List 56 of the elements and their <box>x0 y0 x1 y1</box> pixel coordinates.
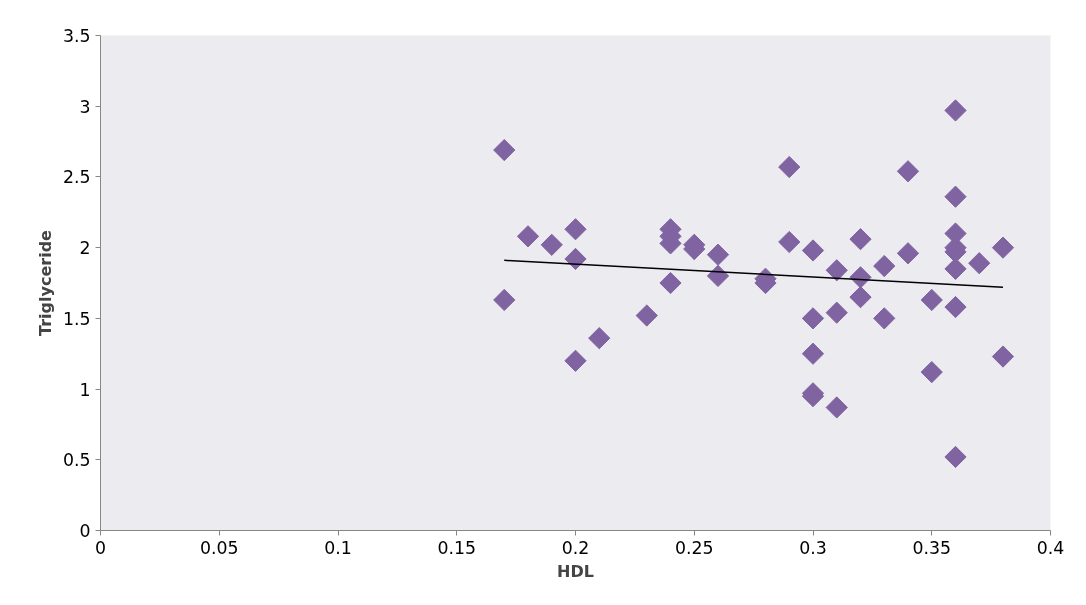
point <box>588 327 611 350</box>
x-tick-label: 0.2 <box>561 537 590 558</box>
point <box>944 185 967 208</box>
point <box>778 230 801 254</box>
point <box>920 288 943 312</box>
point <box>516 225 540 248</box>
x-axis-title: HDL <box>557 561 594 581</box>
point <box>944 295 967 319</box>
x-tick-label: 0.35 <box>912 537 952 558</box>
point <box>564 218 587 241</box>
point <box>849 286 872 309</box>
y-axis-title: Triglyceride <box>35 229 55 336</box>
y-tick-label: 2 <box>79 238 91 259</box>
y-tick-label: 1 <box>79 379 91 400</box>
point <box>944 99 967 122</box>
point <box>825 259 848 282</box>
x-tick-label: 0.3 <box>799 537 827 558</box>
point <box>991 345 1015 368</box>
point <box>920 360 943 384</box>
point <box>564 247 587 271</box>
point <box>493 288 516 312</box>
y-tick-label: 0 <box>79 521 91 541</box>
point <box>944 257 967 280</box>
point <box>801 239 825 262</box>
point <box>849 266 872 289</box>
x-tick-label: 0.4 <box>1036 537 1065 558</box>
x-tick-label: 0.1 <box>324 537 352 558</box>
x-tick-label: 0.25 <box>674 537 714 558</box>
x-tick-label: 0.05 <box>199 537 239 558</box>
point <box>849 228 872 251</box>
x-tick-label: 0.15 <box>437 537 477 558</box>
point <box>540 233 563 256</box>
point <box>706 243 730 266</box>
point <box>706 264 730 288</box>
x-tick-label: 0 <box>94 537 107 558</box>
y-tick-label: 0.5 <box>62 450 91 471</box>
point <box>873 307 896 330</box>
point <box>778 155 801 179</box>
point <box>944 445 967 469</box>
point <box>896 160 920 183</box>
point <box>635 304 658 327</box>
point <box>564 349 587 372</box>
point <box>493 138 516 162</box>
point <box>825 396 848 419</box>
point <box>659 271 682 295</box>
point <box>991 236 1015 259</box>
point <box>801 342 825 365</box>
y-tick-label: 2.5 <box>62 167 91 188</box>
point <box>896 242 920 265</box>
y-tick-label: 1.5 <box>62 308 91 329</box>
point <box>825 301 848 324</box>
y-tick-label: 3 <box>79 96 91 117</box>
point <box>968 252 991 275</box>
point <box>873 254 896 278</box>
y-tick-label: 3.5 <box>62 26 91 46</box>
point <box>801 307 825 330</box>
